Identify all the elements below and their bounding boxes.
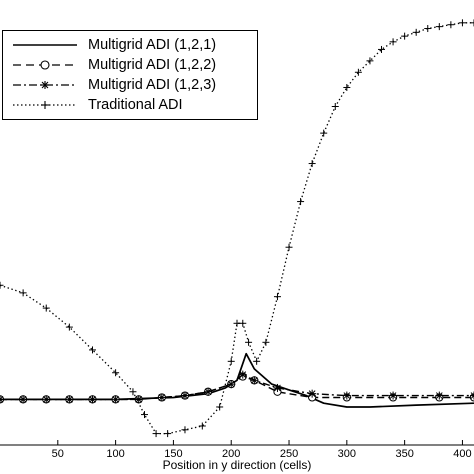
data-point-plus	[378, 45, 386, 53]
data-point-plus	[181, 426, 189, 434]
data-point-plus	[366, 57, 374, 65]
data-point-plus	[447, 21, 455, 29]
data-point-plus	[152, 430, 160, 438]
data-point-star	[238, 370, 247, 379]
legend-sample-dashdot-star	[13, 81, 77, 89]
x-tick-label: 350	[395, 448, 413, 460]
data-point-plus	[331, 102, 339, 110]
data-point-star	[111, 395, 120, 404]
x-tick-label: 100	[106, 448, 124, 460]
x-tick-label: 150	[164, 448, 182, 460]
data-point-star	[88, 395, 97, 404]
legend-entry-2: Multigrid ADI (1,2,2)	[3, 55, 257, 75]
data-point-star	[273, 383, 282, 392]
data-point-star	[42, 395, 51, 404]
data-point-plus	[19, 289, 27, 297]
data-point-star	[435, 391, 444, 400]
data-point-plus	[164, 430, 172, 438]
data-point-plus	[253, 357, 261, 365]
data-point-plus	[262, 338, 270, 346]
series-4	[0, 19, 474, 438]
legend-entry-4: Traditional ADI	[3, 95, 257, 115]
data-point-plus	[227, 357, 235, 365]
data-point-plus	[65, 323, 73, 331]
data-point-star	[0, 395, 4, 404]
data-point-plus	[297, 198, 305, 206]
data-point-star	[308, 389, 317, 398]
data-point-plus	[343, 83, 351, 91]
legend-label-1: Multigrid ADI (1,2,1)	[88, 37, 217, 53]
data-point-plus	[239, 319, 247, 327]
axes	[0, 440, 474, 446]
legend: Multigrid ADI (1,2,1) Multigrid ADI (1,2…	[2, 30, 258, 120]
data-point-plus	[42, 304, 50, 312]
x-tick-label: 200	[222, 448, 240, 460]
data-point-plus	[389, 38, 397, 46]
legend-sample-dotted-plus	[13, 101, 77, 109]
data-point-plus	[245, 338, 253, 346]
data-point-plus	[308, 160, 316, 168]
series-2	[0, 372, 474, 404]
data-point-plus	[458, 19, 466, 27]
data-point-plus	[129, 388, 137, 396]
data-point-plus	[273, 293, 281, 301]
data-point-plus	[320, 129, 328, 137]
legend-entry-3: Multigrid ADI (1,2,3)	[3, 75, 257, 95]
data-point-plus	[141, 411, 149, 419]
data-point-star	[389, 391, 398, 400]
data-point-plus	[354, 68, 362, 76]
data-point-plus	[412, 28, 420, 36]
data-point-star	[204, 387, 213, 396]
x-axis-label: Position in y direction (cells)	[162, 458, 312, 472]
data-point-plus	[88, 346, 96, 354]
data-point-star	[180, 391, 189, 400]
legend-label-2: Multigrid ADI (1,2,2)	[88, 57, 217, 73]
data-point-plus	[216, 403, 224, 411]
x-tick-labels: 50 100 150 200 250 300 350 400	[52, 448, 472, 460]
series-3	[0, 370, 474, 404]
x-tick-label: 300	[338, 448, 356, 460]
data-point-star	[250, 376, 259, 385]
data-point-plus	[285, 243, 293, 251]
x-tick-label: 400	[453, 448, 471, 460]
series-layer	[0, 19, 474, 438]
legend-label-3: Multigrid ADI (1,2,3)	[88, 77, 217, 93]
legend-label-4: Traditional ADI	[88, 97, 183, 113]
data-point-star	[65, 395, 74, 404]
legend-entry-1: Multigrid ADI (1,2,1)	[3, 35, 257, 55]
legend-sample-solid	[13, 44, 77, 46]
data-point-plus	[424, 25, 432, 33]
data-point-star	[342, 391, 351, 400]
x-tick-label: 50	[52, 448, 64, 460]
data-point-star	[19, 395, 28, 404]
x-tick-label: 250	[280, 448, 298, 460]
legend-sample-dashed-circle	[13, 60, 77, 70]
data-point-star	[470, 391, 474, 400]
data-point-plus	[112, 369, 120, 377]
data-point-plus	[401, 32, 409, 40]
data-point-plus	[470, 19, 474, 27]
data-point-plus	[198, 422, 206, 430]
data-point-plus	[435, 23, 443, 31]
data-point-star	[157, 393, 166, 402]
data-point-plus	[0, 281, 4, 289]
data-point-star	[227, 380, 236, 389]
